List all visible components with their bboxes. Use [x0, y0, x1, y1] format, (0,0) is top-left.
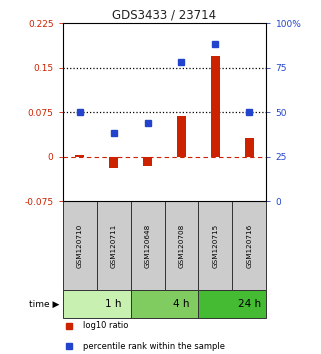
Bar	[63, 290, 131, 318]
Text: log10 ratio: log10 ratio	[83, 321, 128, 330]
Text: time ▶: time ▶	[29, 299, 59, 308]
Bar	[198, 290, 266, 318]
Bar	[131, 201, 164, 290]
Text: percentile rank within the sample: percentile rank within the sample	[83, 342, 225, 350]
Bar	[245, 138, 254, 156]
Text: GSM120648: GSM120648	[144, 223, 151, 268]
Bar	[109, 156, 118, 169]
Bar	[164, 201, 198, 290]
Text: GSM120715: GSM120715	[213, 223, 219, 268]
Bar	[75, 155, 84, 156]
Bar	[97, 201, 131, 290]
Bar	[177, 116, 186, 156]
Text: GSM120716: GSM120716	[247, 223, 252, 268]
Text: GSM120708: GSM120708	[178, 223, 185, 268]
Text: 4 h: 4 h	[173, 299, 190, 309]
Text: 1 h: 1 h	[105, 299, 122, 309]
Bar	[143, 156, 152, 166]
Bar	[131, 290, 198, 318]
Bar	[198, 201, 232, 290]
Text: GSM120711: GSM120711	[110, 223, 117, 268]
Bar	[211, 56, 220, 156]
Title: GDS3433 / 23714: GDS3433 / 23714	[112, 9, 217, 22]
Bar	[232, 201, 266, 290]
Text: 24 h: 24 h	[238, 299, 261, 309]
Text: GSM120710: GSM120710	[77, 223, 82, 268]
Bar	[63, 201, 97, 290]
